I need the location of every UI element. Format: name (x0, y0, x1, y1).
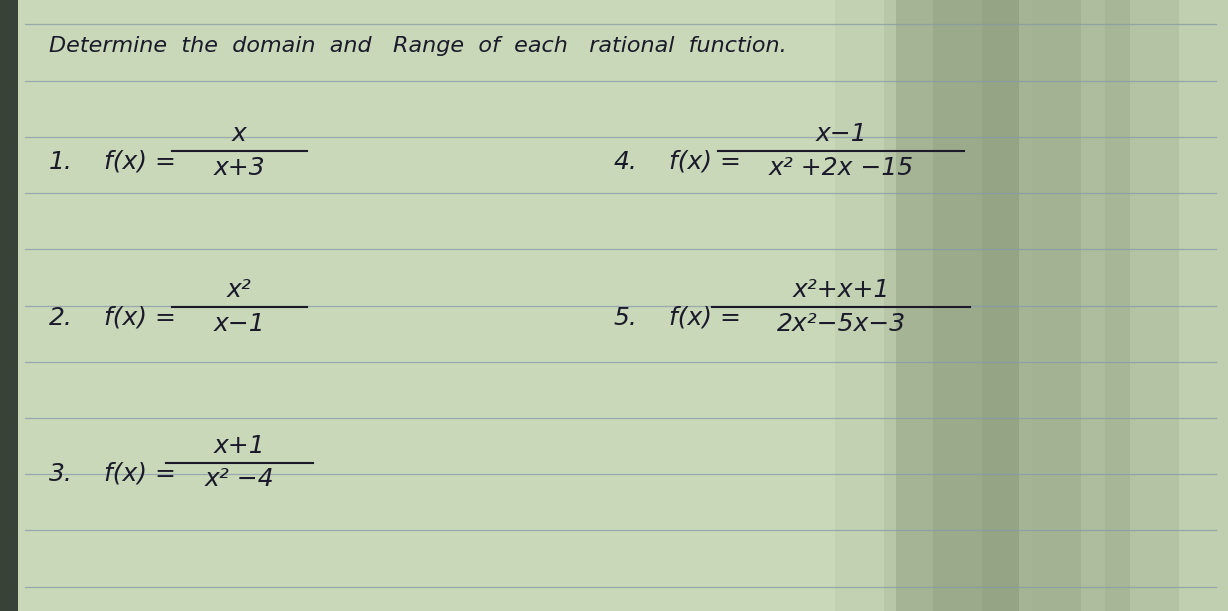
Text: x² −4: x² −4 (205, 467, 274, 491)
Polygon shape (896, 0, 1019, 611)
Text: 5.: 5. (614, 306, 637, 330)
Text: 4.: 4. (614, 150, 637, 174)
Polygon shape (835, 0, 982, 611)
Text: x² +2x −15: x² +2x −15 (769, 156, 914, 180)
Text: f(x) =: f(x) = (669, 306, 742, 330)
Text: 2x²−5x−3: 2x²−5x−3 (776, 312, 906, 335)
Text: f(x) =: f(x) = (104, 461, 177, 486)
Text: x²+x+1: x²+x+1 (792, 278, 890, 302)
Text: f(x) =: f(x) = (104, 306, 177, 330)
Text: x−1: x−1 (214, 312, 265, 335)
Text: x+3: x+3 (214, 156, 265, 180)
Text: x−1: x−1 (815, 122, 867, 146)
Text: f(x) =: f(x) = (104, 150, 177, 174)
Text: x+1: x+1 (214, 434, 265, 458)
Polygon shape (884, 0, 1032, 611)
Polygon shape (982, 0, 1130, 611)
Bar (0, 0, 18, 611)
Text: 3.: 3. (49, 461, 72, 486)
Text: x: x (232, 122, 247, 146)
Text: 1.: 1. (49, 150, 72, 174)
Text: f(x) =: f(x) = (669, 150, 742, 174)
Polygon shape (1032, 0, 1179, 611)
Text: x²: x² (227, 278, 252, 302)
Polygon shape (933, 0, 1081, 611)
Polygon shape (1105, 0, 1228, 611)
Text: 2.: 2. (49, 306, 72, 330)
Text: Determine  the  domain  and   Range  of  each   rational  function.: Determine the domain and Range of each r… (49, 36, 787, 56)
